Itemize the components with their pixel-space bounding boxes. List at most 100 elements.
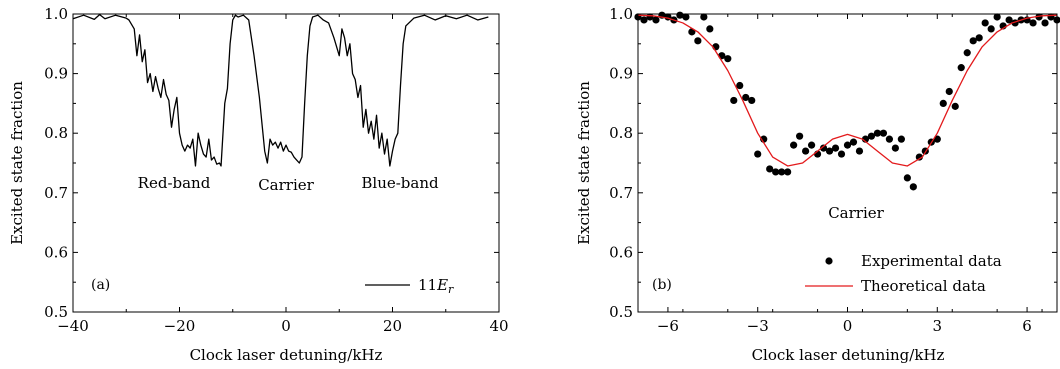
data-point <box>957 64 965 72</box>
data-point <box>831 144 840 152</box>
y-tick-label: 0.7 <box>44 184 68 202</box>
data-point <box>819 144 828 152</box>
panel-a-series <box>72 13 489 167</box>
y-tick-label: 0.8 <box>44 124 68 142</box>
x-tick-label: 0 <box>281 317 291 335</box>
annotation-carrier-b: Carrier <box>828 204 884 222</box>
panel-b-frame <box>637 13 1058 313</box>
data-point <box>837 150 846 158</box>
data-point <box>963 49 971 57</box>
x-tick-label: −3 <box>747 317 769 335</box>
data-point <box>951 102 959 110</box>
data-point <box>748 96 756 105</box>
x-tick-label: 6 <box>1022 317 1032 335</box>
data-point <box>903 174 911 182</box>
data-point <box>784 168 792 176</box>
data-point <box>933 135 941 143</box>
data-point <box>825 147 834 155</box>
x-tick-label: −20 <box>164 317 196 335</box>
data-point <box>897 135 905 143</box>
annotation-blue-band: Blue-band <box>361 174 439 192</box>
data-point <box>766 165 774 173</box>
panel-a-frame <box>72 13 500 313</box>
data-point <box>939 99 947 107</box>
data-point <box>1029 19 1037 27</box>
panel-a-ticks: −40 −20 0 20 40 0.5 0.6 0.7 0.8 0.9 1.0 <box>44 5 508 335</box>
legend-marker-experimental <box>825 257 833 265</box>
data-point <box>969 37 977 45</box>
panel-b-legend: Experimental data Theoretical data <box>805 252 1002 295</box>
data-point <box>724 55 732 63</box>
panel-a-legend: 11Er <box>365 276 454 296</box>
data-point <box>1005 16 1013 24</box>
data-point <box>867 132 876 140</box>
y-tick-label: 0.5 <box>609 303 633 321</box>
data-point <box>879 129 888 137</box>
data-point <box>891 144 899 152</box>
x-tick-label: 3 <box>933 317 943 335</box>
y-tick-label: 0.6 <box>609 243 633 261</box>
y-tick-label: 1.0 <box>609 5 633 23</box>
data-point <box>849 138 858 146</box>
data-point <box>742 93 750 102</box>
y-tick-label: 0.7 <box>609 184 633 202</box>
data-point <box>772 168 780 176</box>
y-tick-label: 0.9 <box>609 65 633 83</box>
panel-a-x-axis-label: Clock laser detuning/kHz <box>190 346 383 364</box>
panel-b: Excited state fraction Clock laser detun… <box>575 5 1060 364</box>
panel-b-ticks: −6 −3 0 3 6 0.5 0.6 0.7 0.8 0.9 1.0 <box>609 5 1057 335</box>
legend-label-theoretical: Theoretical data <box>861 277 986 295</box>
data-point <box>993 13 1001 21</box>
data-point <box>682 13 690 21</box>
data-point <box>802 147 810 155</box>
data-point <box>1035 13 1043 21</box>
data-point <box>873 129 882 137</box>
data-point <box>790 141 798 149</box>
panel-a-y-axis-label: Excited state fraction <box>8 81 26 245</box>
annotation-red-band: Red-band <box>138 174 211 192</box>
data-point <box>855 147 864 155</box>
x-tick-label: 40 <box>489 317 508 335</box>
legend-label-11er: 11Er <box>418 276 454 296</box>
y-tick-label: 0.6 <box>44 243 68 261</box>
data-point <box>754 150 762 158</box>
y-tick-label: 1.0 <box>44 5 68 23</box>
x-tick-label: −40 <box>57 317 89 335</box>
panel-b-series <box>634 11 1060 191</box>
data-point <box>843 141 852 149</box>
series-line-b-1 <box>637 14 1058 167</box>
y-tick-label: 0.9 <box>44 65 68 83</box>
data-point <box>700 13 708 21</box>
data-point <box>676 11 684 19</box>
y-tick-label: 0.8 <box>609 124 633 142</box>
data-point <box>706 25 714 33</box>
data-point <box>796 132 804 140</box>
data-point <box>694 37 702 45</box>
data-point <box>640 16 648 24</box>
data-point <box>987 25 995 33</box>
panel-b-y-axis-label: Excited state fraction <box>575 81 593 245</box>
legend-label-experimental: Experimental data <box>861 252 1002 270</box>
x-tick-label: 0 <box>843 317 853 335</box>
y-tick-label: 0.5 <box>44 303 68 321</box>
data-point <box>778 168 786 176</box>
data-point <box>861 135 870 143</box>
panel-b-x-axis-label: Clock laser detuning/kHz <box>752 346 945 364</box>
x-tick-label: 20 <box>383 317 402 335</box>
data-point <box>909 183 917 191</box>
data-point <box>981 19 989 27</box>
data-point <box>736 81 744 90</box>
data-point <box>1041 19 1049 27</box>
data-point <box>652 16 660 24</box>
x-tick-label: −6 <box>657 317 679 335</box>
panel-a-label: (a) <box>91 277 110 293</box>
annotation-carrier: Carrier <box>258 176 314 194</box>
data-point <box>885 135 894 143</box>
panel-a-annotations: Red-band Carrier Blue-band <box>138 174 439 194</box>
data-point <box>730 96 738 105</box>
panel-a: Excited state fraction Clock laser detun… <box>8 5 509 364</box>
data-point <box>945 87 953 96</box>
panel-b-annotations: Carrier <box>828 204 884 222</box>
data-point <box>915 153 923 161</box>
